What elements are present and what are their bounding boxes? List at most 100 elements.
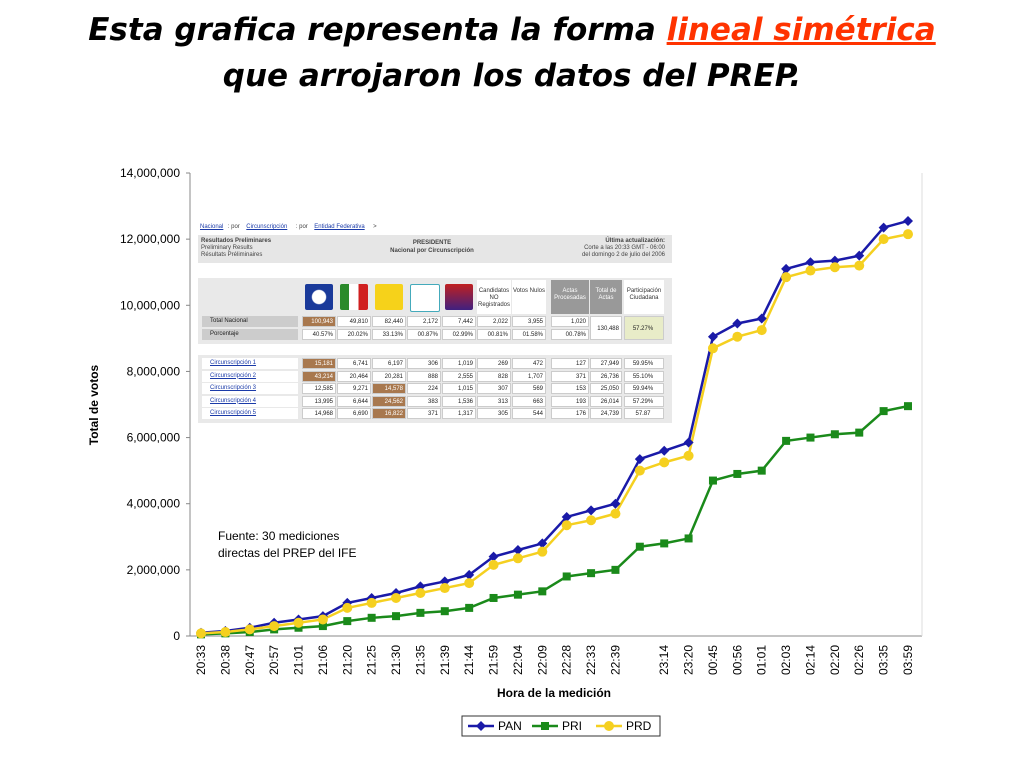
marker (392, 612, 401, 621)
table-cell: 82,440 (372, 316, 406, 327)
table-cell: 40.57% (302, 329, 336, 340)
table-cell: 15,181 (302, 358, 336, 369)
x-tick-label: 02:26 (852, 645, 866, 675)
table-cell: 6,644 (337, 395, 371, 407)
marker (707, 343, 718, 354)
marker (317, 614, 328, 625)
marker (903, 229, 913, 240)
marker (586, 505, 597, 516)
y-tick-label: 14,000,000 (120, 166, 180, 180)
table-cell: 6,741 (337, 358, 371, 369)
x-tick-label: 22:04 (511, 645, 525, 675)
marker (440, 607, 449, 616)
table-cell: 224 (407, 383, 441, 394)
marker (537, 546, 548, 557)
marker (611, 565, 620, 574)
row-label: Total Nacional (202, 316, 298, 327)
table-cell: 100,943 (302, 316, 336, 327)
table-cell: 307 (477, 383, 511, 394)
marker (244, 624, 255, 635)
marker (586, 515, 597, 526)
header-right: Corte a las 20:33 GMT - 06:00 (584, 245, 665, 251)
table-cell: 663 (512, 395, 546, 407)
marker (366, 597, 377, 608)
table-cell: 1,536 (442, 395, 476, 407)
x-tick-label: 21:06 (316, 645, 330, 675)
marker (854, 250, 865, 261)
x-tick-label: 21:25 (365, 645, 379, 675)
marker (683, 450, 694, 461)
x-tick-label: 21:20 (340, 645, 354, 675)
table-cell: 130,488 (590, 316, 622, 340)
party-logo (340, 284, 368, 310)
x-tick-label: 21:59 (487, 645, 501, 675)
breadcrumb: Nacional (200, 224, 224, 230)
title-line-1: Esta grafica representa la forma lineal … (0, 12, 1024, 48)
party-logo (410, 284, 440, 312)
table-cell: 33.13% (372, 329, 406, 340)
table-cell: 6,690 (337, 408, 371, 419)
breadcrumb: : por (295, 224, 308, 230)
table-cell: 193 (551, 395, 589, 407)
table-cell: 59.94% (624, 383, 664, 394)
marker (562, 572, 571, 581)
marker (781, 272, 792, 283)
marker (512, 553, 523, 564)
x-tick-label: 20:38 (218, 645, 232, 675)
marker (391, 592, 402, 603)
marker (318, 622, 327, 631)
marker (805, 257, 816, 268)
legend-box (461, 715, 661, 737)
table-cell: 2,022 (477, 316, 511, 327)
x-tick-label: 01:01 (755, 645, 769, 675)
table-cell: 305 (477, 408, 511, 419)
table-cell: 14,968 (302, 408, 336, 419)
marker (561, 511, 572, 522)
x-tick-label: 22:39 (608, 645, 622, 675)
table-cell: 313 (477, 395, 511, 407)
header-right: Última actualización: (605, 238, 665, 244)
marker (488, 551, 499, 562)
party-logo (375, 284, 403, 310)
marker (634, 465, 645, 476)
marker (476, 721, 486, 731)
table-cell: 828 (477, 370, 511, 382)
table-cell: 26,014 (590, 395, 622, 407)
x-tick-label: 03:59 (901, 645, 915, 675)
header-center: PRESIDENTE (412, 240, 452, 246)
table-cell: 00.87% (407, 329, 441, 340)
marker (464, 578, 475, 589)
marker (878, 234, 889, 245)
marker (879, 407, 888, 416)
title-text: Esta grafica representa la forma (88, 12, 667, 48)
marker (684, 534, 693, 543)
table-cell: 12,585 (302, 383, 336, 394)
table-cell: 9,271 (337, 383, 371, 394)
table-cell: 57.87 (624, 408, 664, 419)
x-tick-label: 23:14 (657, 645, 671, 675)
marker (541, 722, 549, 730)
table-cell: 371 (407, 408, 441, 419)
marker (538, 587, 547, 596)
marker (878, 222, 889, 233)
table-cell: 1,317 (442, 408, 476, 419)
row-label: Circunscripción 2 (202, 370, 298, 382)
row-label: Circunscripción 3 (202, 383, 298, 394)
marker (196, 628, 206, 639)
table-cell: 00.81% (477, 329, 511, 340)
x-tick-label: 20:33 (194, 645, 208, 675)
table-cell: 472 (512, 358, 546, 369)
marker (683, 437, 694, 448)
marker (805, 265, 816, 276)
marker (269, 621, 280, 632)
column-header: Candidatos NO Registrados (477, 280, 511, 314)
x-tick-label: 21:01 (292, 645, 306, 675)
y-tick-label: 8,000,000 (127, 364, 181, 378)
table-cell: 153 (551, 383, 589, 394)
table-cell: 306 (407, 358, 441, 369)
table-cell: 25,050 (590, 383, 622, 394)
table-cell: 2,555 (442, 370, 476, 382)
table-cell: 3,955 (512, 316, 546, 327)
marker (635, 542, 644, 551)
table-cell: 6,197 (372, 358, 406, 369)
